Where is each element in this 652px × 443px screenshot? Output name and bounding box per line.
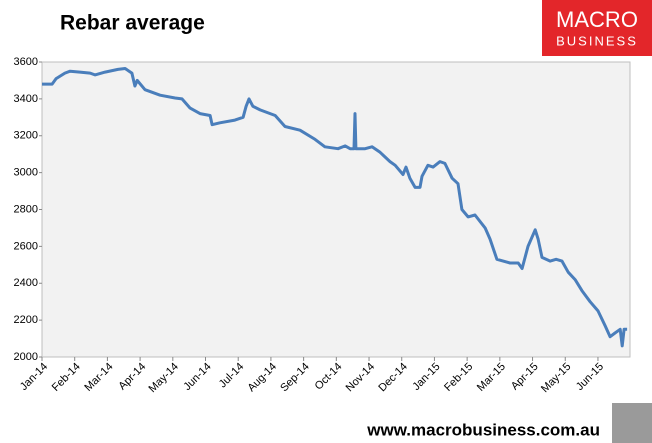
logo-top: MACRO — [556, 7, 638, 32]
y-tick-label: 2000 — [14, 351, 38, 363]
line — [42, 67, 628, 348]
y-tick-label: 3400 — [14, 93, 38, 105]
y-tick-label: 2600 — [14, 240, 38, 252]
logo-image — [612, 403, 652, 443]
chart-title: Rebar average — [60, 12, 205, 35]
plot-area — [41, 61, 631, 358]
y-tick-label: 2800 — [14, 203, 38, 215]
y-tick-label: 2400 — [14, 277, 38, 289]
y-tick-label: 3600 — [14, 56, 38, 68]
y-tick-label: 3200 — [14, 130, 38, 142]
logo-bottom: BUSINESS — [556, 33, 638, 48]
y-tick-label: 3000 — [14, 167, 38, 179]
source: www.macrobusiness.com.au — [366, 420, 600, 439]
logo-box — [542, 0, 652, 56]
y-tick-label: 2200 — [14, 314, 38, 326]
